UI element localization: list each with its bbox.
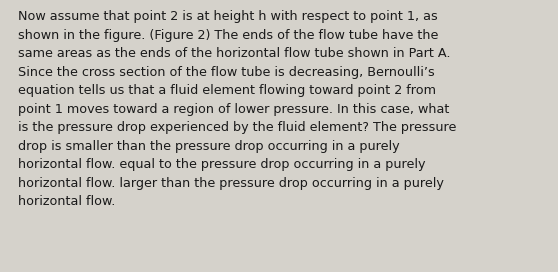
Text: is the pressure drop experienced by the fluid element? The pressure: is the pressure drop experienced by the … — [18, 121, 456, 134]
Text: drop is smaller than the pressure drop occurring in a purely: drop is smaller than the pressure drop o… — [18, 140, 400, 153]
Text: Since the cross section of the flow tube is decreasing, Bernoulli’s: Since the cross section of the flow tube… — [18, 66, 435, 79]
Text: shown in the figure. (Figure 2) The ends of the flow tube have the: shown in the figure. (Figure 2) The ends… — [18, 29, 439, 42]
Text: horizontal flow. equal to the pressure drop occurring in a purely: horizontal flow. equal to the pressure d… — [18, 158, 426, 171]
Text: horizontal flow.: horizontal flow. — [18, 195, 116, 208]
Text: equation tells us that a fluid element flowing toward point 2 from: equation tells us that a fluid element f… — [18, 84, 436, 97]
Text: Now assume that point 2 is at height h with respect to point 1, as: Now assume that point 2 is at height h w… — [18, 10, 437, 23]
Text: same areas as the ends of the horizontal flow tube shown in Part A.: same areas as the ends of the horizontal… — [18, 47, 450, 60]
Text: point 1 moves toward a region of lower pressure. In this case, what: point 1 moves toward a region of lower p… — [18, 103, 449, 116]
Text: horizontal flow. larger than the pressure drop occurring in a purely: horizontal flow. larger than the pressur… — [18, 177, 444, 190]
